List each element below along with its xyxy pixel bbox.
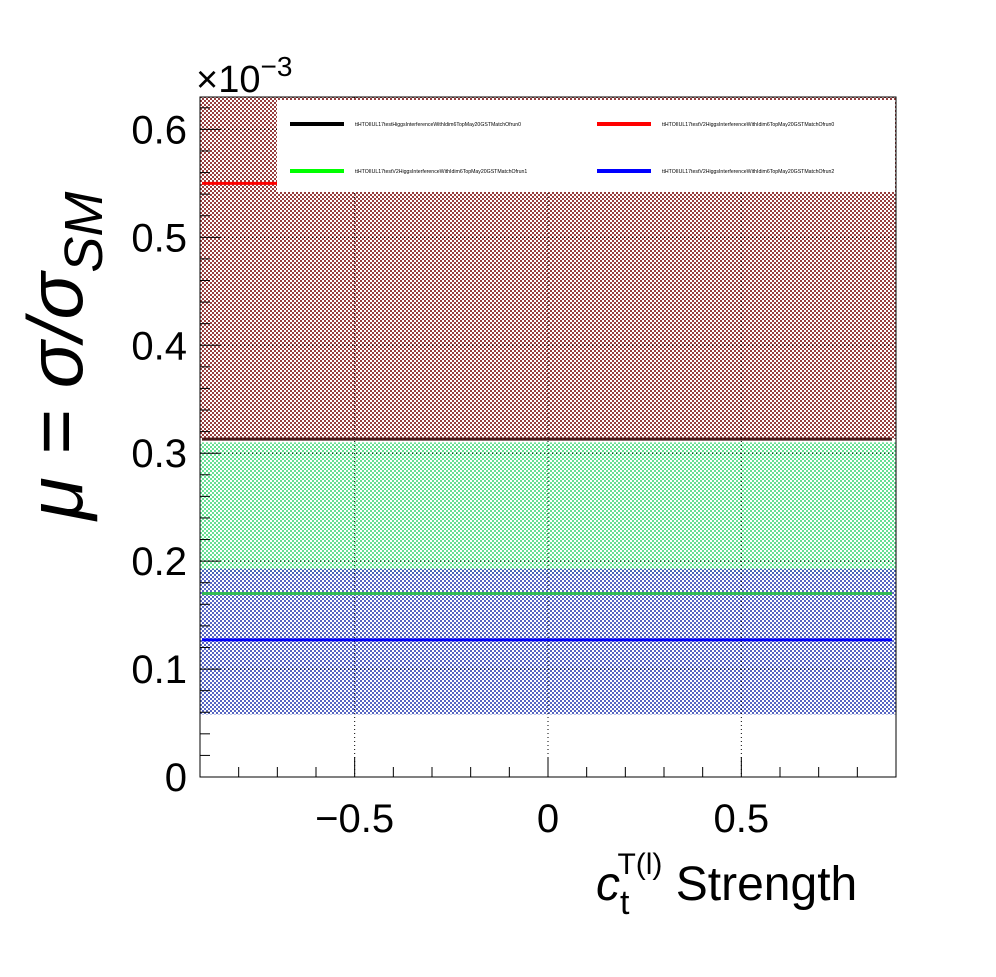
y-tick-label-1: 0.1 xyxy=(131,648,187,692)
x-axis-label-superscript: T(l) xyxy=(617,848,662,881)
grid-lines xyxy=(200,97,896,777)
y-multiplier-exponent: −3 xyxy=(260,51,292,82)
legend-label-1: ttHTOIIUL17testHiggsInterferenceWithIdim… xyxy=(355,122,521,128)
axis-ticks xyxy=(199,107,897,778)
y-tick-label-2: 0.2 xyxy=(131,540,187,584)
y-tick-label-0: 0 xyxy=(165,756,187,800)
y-tick-label-3: 0.3 xyxy=(131,432,187,476)
y-tick-label-5: 0.5 xyxy=(131,216,187,260)
legend-label-4: ttHTOIIUL17testV2HiggsInterferenceWithId… xyxy=(662,169,834,175)
band-3 xyxy=(200,442,896,575)
y-tick-label-4: 0.4 xyxy=(131,324,187,368)
y-axis-label: μ = σ/σSM xyxy=(11,192,114,522)
x-tick-label-0: −0.5 xyxy=(315,797,394,841)
tick-labels: −0.5 0 0.5 0 0.1 0.2 0.3 0.4 0.5 0.6 xyxy=(131,108,769,841)
x-axis-label-suffix: Strength xyxy=(662,858,857,911)
legend: ttHTOIIUL17testHiggsInterferenceWithIdim… xyxy=(277,100,895,192)
legend-box xyxy=(277,100,895,192)
x-tick-label-1: 0 xyxy=(537,797,559,841)
x-tick-label-2: 0.5 xyxy=(714,797,770,841)
y-axis-label-subscript: SM xyxy=(54,192,114,273)
x-axis-label-main: c xyxy=(596,858,620,911)
y-multiplier: ×10−3 xyxy=(196,51,292,101)
y-tick-label-6: 0.6 xyxy=(131,108,187,152)
x-axis-label-subscript: t xyxy=(620,884,630,922)
y-multiplier-base: ×10 xyxy=(196,59,260,101)
y-axis-label-main: μ = σ/σ xyxy=(11,270,99,522)
legend-label-2: ttHTOIIUL17testV2HiggsInterferenceWithId… xyxy=(662,122,834,128)
x-axis-label: ctT(l) Strength xyxy=(596,848,857,922)
legend-label-3: ttHTOIIUL17testV2HiggsInterferenceWithId… xyxy=(355,169,527,175)
